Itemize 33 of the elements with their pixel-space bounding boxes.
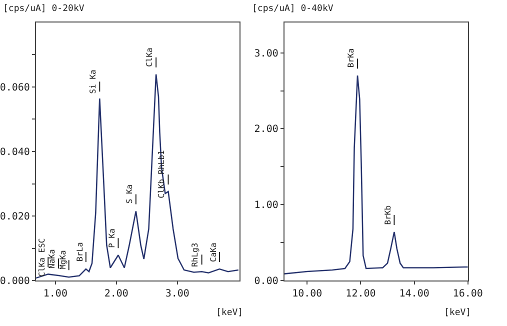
line-series xyxy=(284,74,468,274)
y-tick-label: 0.040 xyxy=(0,147,30,158)
y-tick-label: 0.020 xyxy=(0,212,30,223)
annotation: BrKa xyxy=(346,48,356,68)
y-tick-label: 0.00 xyxy=(254,276,278,288)
annotation: BrKb xyxy=(384,205,393,225)
y-tick-label: 0.060 xyxy=(0,82,30,94)
x-tick-label: 10.00 xyxy=(292,288,322,300)
annotation: ClKa xyxy=(145,47,154,67)
annotation: P Ka xyxy=(108,228,117,248)
x-tick-label: 1.00 xyxy=(43,288,68,300)
y-tick-label: 1.00 xyxy=(254,200,278,212)
x-tick-label: 2.00 xyxy=(104,288,128,300)
annotation: NaKa xyxy=(47,249,56,268)
x-tick-label: 12.00 xyxy=(346,288,376,300)
x-axis-title: [keV] xyxy=(444,308,472,318)
annotation: S Ka xyxy=(125,184,134,204)
x-tick-label: 16.00 xyxy=(452,288,483,300)
y-tick-label: 2.00 xyxy=(254,124,278,136)
annotation: BrLa xyxy=(75,242,84,262)
y-axis-title: [cps/uA] 0-40kV xyxy=(252,4,334,14)
annotation: CaKa xyxy=(208,242,218,262)
annotation: MgKa xyxy=(58,250,68,270)
y-tick-label: 0.000 xyxy=(0,276,30,288)
y-axis-title: [cps/uA] 0-20kV xyxy=(3,4,85,14)
annotation: ClKa ESC xyxy=(37,238,46,277)
annotation: RhLg3 xyxy=(190,242,200,267)
y-tick-label: 3.00 xyxy=(254,48,278,60)
x-tick-label: 3.00 xyxy=(165,288,190,300)
x-axis-title: [keV] xyxy=(216,308,244,318)
x-tick-label: 14.00 xyxy=(399,288,430,300)
annotation: ClKb RhLb1 xyxy=(157,150,166,198)
annotation: Si Ka xyxy=(88,69,98,94)
